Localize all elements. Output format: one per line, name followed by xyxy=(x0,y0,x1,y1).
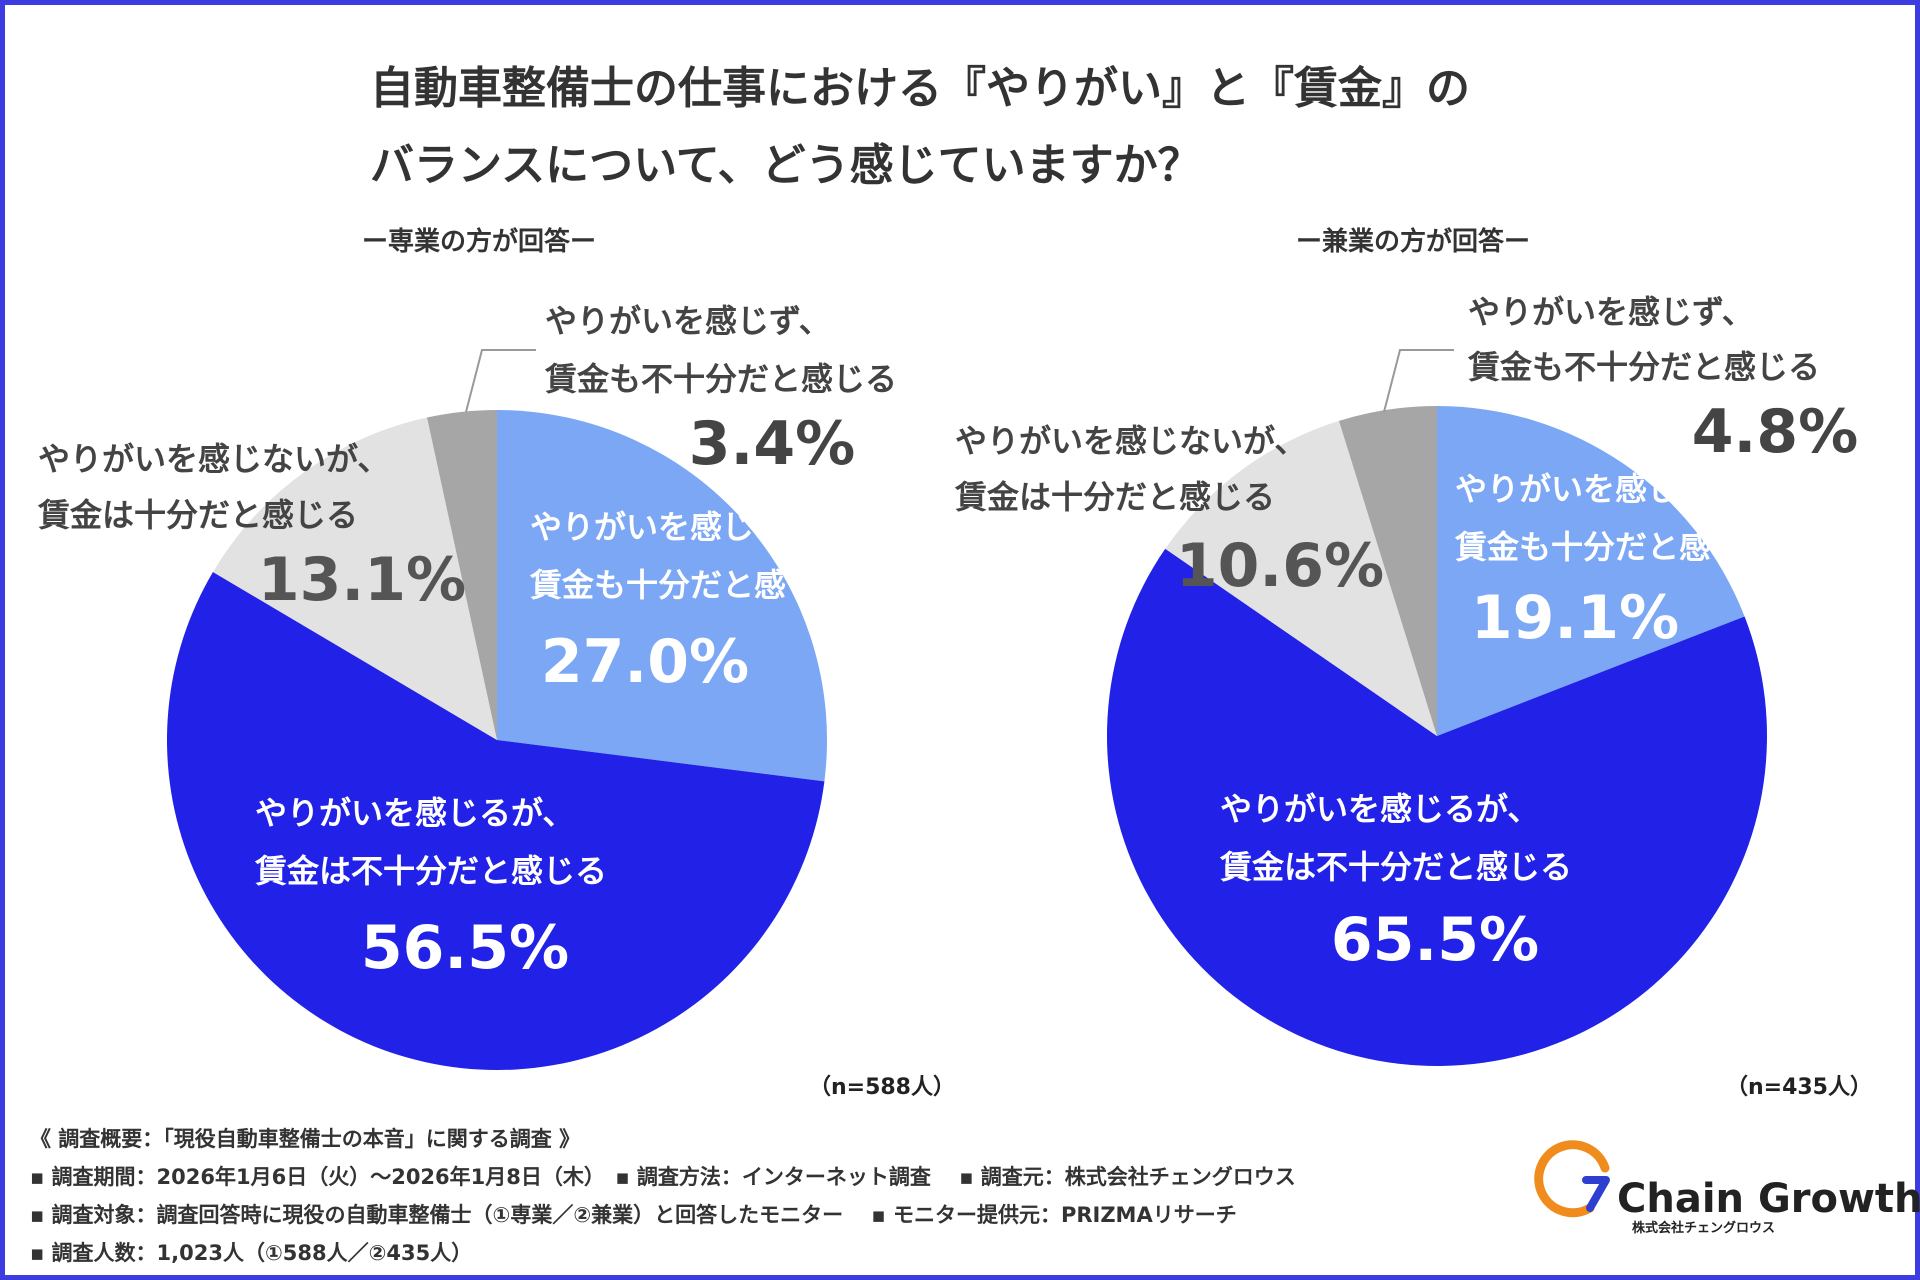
slice-value-2: 65.5% xyxy=(1331,905,1539,975)
slice-label-2-line-2: 賃金は不十分だと感じる xyxy=(254,852,607,890)
logo-name: Chain Growth xyxy=(1617,1176,1920,1222)
chart-title-part-time: ー兼業の方が回答ー xyxy=(1296,226,1530,257)
sample-size-part-time: （n=435人） xyxy=(1726,1075,1872,1100)
pie-slices-full-time xyxy=(167,410,828,1071)
slice-satisfied-both xyxy=(1437,406,1745,736)
leader-line-part-time xyxy=(1383,349,1454,413)
leader-line-full-time xyxy=(465,349,536,413)
logo-subtitle: 株式会社チェングロウス xyxy=(1632,1220,1775,1236)
chart-title-full-time: ー専業の方が回答ー xyxy=(362,226,596,257)
title-line-1: 自動車整備士の仕事における『やりがい』と『賃金』の xyxy=(370,63,1470,114)
slice-unrewarding-paid-enough xyxy=(1165,420,1437,736)
slice-label-1-line-1: やりがいを感じ、 xyxy=(1455,470,1711,508)
slice-rewarding-underpaid xyxy=(1106,548,1767,1066)
slice-neither xyxy=(427,410,497,740)
survey-overview: 《 調査概要：「現役自動車整備士の本音」に関する調査 》 xyxy=(30,1127,580,1151)
slice-value-4: 3.4% xyxy=(689,409,855,479)
slice-value-1: 27.0% xyxy=(541,627,749,697)
slice-label-4-line-2: 賃金も不十分だと感じる xyxy=(544,360,897,398)
slice-rewarding-underpaid xyxy=(167,572,825,1071)
title-line-2: バランスについて、どう感じていますか？ xyxy=(370,140,1202,191)
pie-chart-part-time: ー兼業の方が回答ー （n=435人） やりがいを感じ、 賃金も十分だと感じる 1… xyxy=(954,226,1872,1100)
slice-label-4-line-1: やりがいを感じず、 xyxy=(1468,293,1754,331)
slice-label-2-line-1: やりがいを感じるが、 xyxy=(255,794,574,832)
slice-value-3: 10.6% xyxy=(1176,531,1384,601)
pie-slices-part-time xyxy=(1106,406,1767,1066)
slice-value-3: 13.1% xyxy=(258,545,466,615)
slice-label-2-line-2: 賃金は不十分だと感じる xyxy=(1219,848,1572,886)
slice-label-3-line-2: 賃金は十分だと感じる xyxy=(954,478,1275,516)
slice-value-1: 19.1% xyxy=(1471,583,1679,653)
survey-detail-line-3: ▪ 調査人数：1,023人（①588人／②435人） xyxy=(30,1241,472,1265)
slice-label-2-line-1: やりがいを感じるが、 xyxy=(1220,790,1539,828)
pie-chart-full-time: ー専業の方が回答ー （n=588人） やりがいを感じ、 賃金も十分だと感じる 2… xyxy=(37,226,955,1100)
slice-label-3-line-1: やりがいを感じないが、 xyxy=(955,422,1306,460)
slice-neither xyxy=(1338,406,1437,736)
slice-label-1-line-2: 賃金も十分だと感じる xyxy=(1454,528,1775,566)
sample-size-full-time: （n=588人） xyxy=(809,1075,955,1100)
slice-label-1-line-2: 賃金も十分だと感じる xyxy=(529,566,850,604)
slice-value-4: 4.8% xyxy=(1692,397,1858,467)
slice-value-2: 56.5% xyxy=(361,913,569,983)
slice-label-3-line-2: 賃金は十分だと感じる xyxy=(37,496,358,534)
chain-growth-logo-icon xyxy=(1534,1140,1610,1218)
survey-detail-line-2: ▪ 調査対象：調査回答時に現役の自動車整備士（①専業／②兼業）と回答したモニター… xyxy=(30,1203,1237,1227)
slice-label-4-line-1: やりがいを感じず、 xyxy=(545,302,831,340)
slice-label-3-line-1: やりがいを感じないが、 xyxy=(38,440,389,478)
slice-unrewarding-paid-enough xyxy=(212,417,497,740)
slice-label-4-line-2: 賃金も不十分だと感じる xyxy=(1467,348,1820,386)
survey-detail-line-1: ▪ 調査期間：2026年1月6日（火）〜2026年1月8日（木） ▪ 調査方法：… xyxy=(30,1165,1296,1189)
chain-growth-logo: Chain Growth 株式会社チェングロウス xyxy=(1534,1140,1920,1236)
slice-label-1-line-1: やりがいを感じ、 xyxy=(530,508,786,546)
slice-satisfied-both xyxy=(497,410,828,782)
